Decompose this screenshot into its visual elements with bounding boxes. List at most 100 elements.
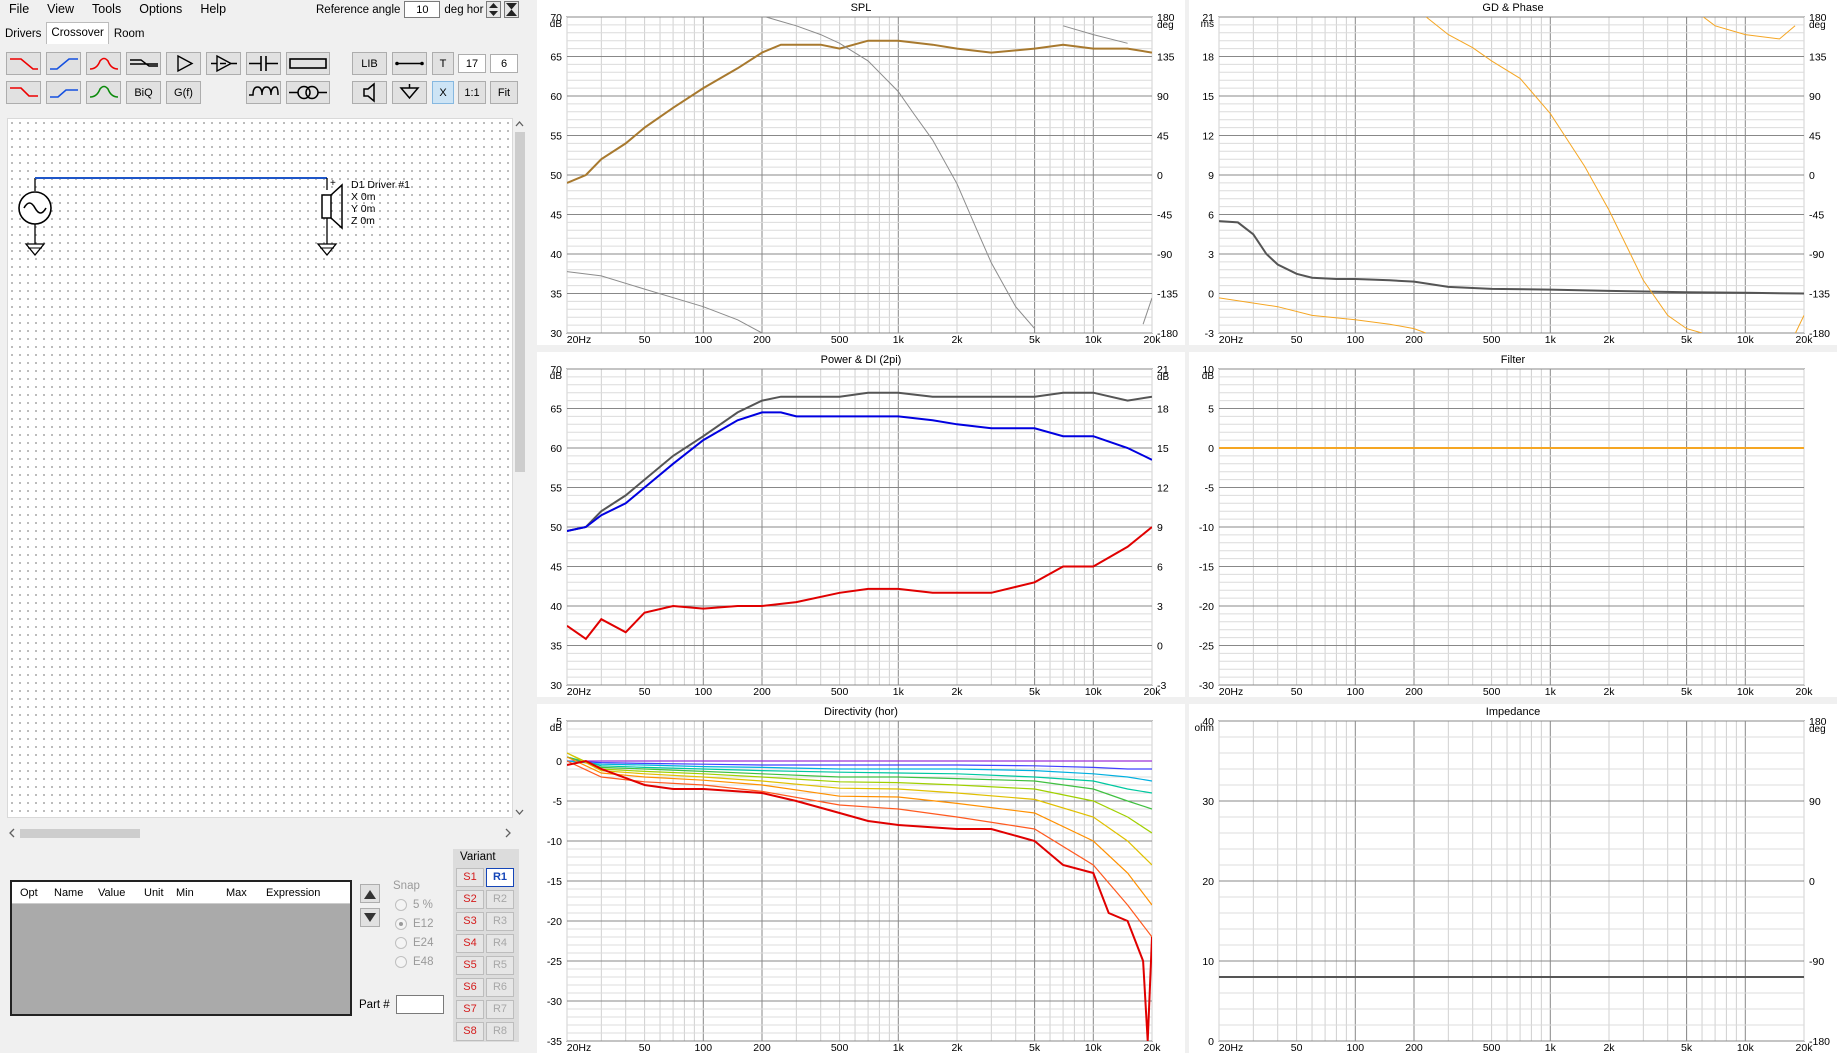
amplifier-button[interactable]: [166, 52, 201, 75]
schematic-drawing: [18, 177, 343, 257]
variant-s1-button[interactable]: S1: [456, 867, 484, 887]
reference-angle-input[interactable]: [404, 1, 441, 18]
angle-spinner-button[interactable]: [486, 1, 502, 18]
variant-r4-button[interactable]: R4: [486, 933, 514, 953]
shelf-button[interactable]: [126, 52, 161, 75]
variant-s6-button[interactable]: S6: [456, 977, 484, 997]
snap-option-e24[interactable]: E24: [393, 937, 433, 949]
value-field-1[interactable]: 17: [458, 54, 486, 73]
tab-room[interactable]: Room: [113, 28, 145, 40]
snap-option-e12[interactable]: E12: [393, 918, 433, 930]
variant-r1-button[interactable]: R1: [486, 867, 514, 887]
variant-s2-button[interactable]: S2: [456, 889, 484, 909]
driver-button[interactable]: [352, 81, 387, 104]
zoom-1-1-button[interactable]: 1:1: [458, 81, 486, 104]
highpass-2-button[interactable]: [46, 81, 81, 104]
menu-options[interactable]: Options: [139, 2, 183, 16]
power-plot: 20Hz 50 100 200 500 1k 2k 5k 10k 20k7065605550454…: [550, 354, 1170, 697]
wire-button[interactable]: [392, 52, 427, 75]
graph-directivity[interactable]: 20Hz 50 100 200 500 1k 2k 5k 10k 20k 5 0 -5 -10 -15 -20…: [537, 704, 1185, 1053]
schematic-vertical-scrollbar[interactable]: [513, 118, 526, 818]
variant-s7-button[interactable]: S7: [456, 999, 484, 1019]
value-field-2[interactable]: 6: [490, 54, 518, 73]
graph-title: Filter: [1501, 354, 1526, 366]
graph-power-di[interactable]: 20Hz 50 100 200 500 1k 2k 5k 10k 20k 70 65 60 55 50 45 4…: [537, 352, 1185, 697]
driver-annotation[interactable]: D1 Driver #1 X 0m Y 0m Z 0m: [351, 179, 410, 227]
variant-r2-button[interactable]: R2: [486, 889, 514, 909]
spl-series-1: [567, 17, 1152, 333]
snap-option-5pct[interactable]: 5 %: [393, 899, 433, 911]
x-tick-label: 1k: [1545, 686, 1557, 697]
graph-impedance[interactable]: 20Hz 50 100 200 500 1k 2k 5k 10k 20k 40 30 20 10 0 180 9…: [1189, 704, 1837, 1053]
library-button[interactable]: LIB: [352, 52, 387, 75]
gain-function-button[interactable]: G(f): [166, 81, 201, 104]
highpass-blue-icon: [50, 58, 78, 70]
x-tick-label: 1k: [1545, 334, 1557, 345]
schematic-canvas[interactable]: + D1 Driver #1 X 0m Y 0m Z 0m: [7, 118, 513, 818]
variant-r7-button[interactable]: R7: [486, 999, 514, 1019]
text-button[interactable]: T: [432, 52, 454, 75]
transformer-button[interactable]: [286, 81, 330, 104]
x-tick-label: 200: [753, 334, 771, 345]
lowpass-1-button[interactable]: [6, 52, 41, 75]
move-down-button[interactable]: [360, 908, 380, 927]
y2-tick-label: 45: [1157, 131, 1169, 143]
variant-s8-button[interactable]: S8: [456, 1021, 484, 1041]
schematic-horizontal-scrollbar[interactable]: [7, 826, 513, 840]
y-unit-label: dB: [550, 371, 563, 382]
zoom-fit-button[interactable]: Fit: [490, 81, 518, 104]
ground-button[interactable]: [392, 81, 427, 104]
col-min: Min: [176, 886, 194, 899]
dir-series-2: [567, 760, 1152, 782]
biquad-button[interactable]: BiQ: [126, 81, 161, 104]
horizontal-scroll-thumb[interactable]: [20, 829, 140, 838]
y2-tick-label: -180: [1157, 328, 1178, 340]
menu-help[interactable]: Help: [200, 2, 227, 16]
y-tick-label: 45: [550, 562, 562, 574]
inductor-button[interactable]: [246, 81, 281, 104]
x-tick-label: 1k: [893, 1042, 905, 1053]
y-tick-label: 35: [550, 289, 562, 301]
move-up-button[interactable]: [360, 884, 380, 903]
x-tick-label: 10k: [1737, 686, 1755, 697]
tab-drivers[interactable]: Drivers: [5, 28, 42, 40]
variant-s4-button[interactable]: S4: [456, 933, 484, 953]
graph-gd-phase[interactable]: 20Hz 50 100 200 500 1k 2k 5k 10k 20k 21 18 15 12 9 6 3 0 -…: [1189, 0, 1837, 345]
x-tick-label: 20Hz: [567, 334, 592, 345]
variant-r6-button[interactable]: R6: [486, 977, 514, 997]
optimizer-table[interactable]: Opt Name Value Unit Min Max Expression: [10, 880, 352, 1016]
y-tick-label: 60: [550, 443, 562, 455]
notch-button[interactable]: [86, 81, 121, 104]
y2-tick-label: 15: [1157, 443, 1169, 455]
angle-step-button[interactable]: [504, 1, 520, 18]
variant-r3-button[interactable]: R3: [486, 911, 514, 931]
part-number-input[interactable]: [395, 995, 444, 1014]
tab-crossover[interactable]: Crossover: [46, 22, 109, 44]
graph-spl[interactable]: 20Hz 50 100 200 500 1k 2k 5k 10k 20k 70 65 60 55 50 45 4…: [537, 0, 1185, 345]
lowpass-2-button[interactable]: [6, 81, 41, 104]
vertical-scroll-thumb[interactable]: [515, 132, 525, 472]
menu-tools[interactable]: Tools: [92, 2, 122, 16]
delete-button[interactable]: X: [432, 81, 454, 104]
capacitor-button[interactable]: [246, 52, 281, 75]
variant-s3-button[interactable]: S3: [456, 911, 484, 931]
variant-r8-button[interactable]: R8: [486, 1021, 514, 1041]
y-tick-label: -15: [1199, 562, 1214, 574]
variant-grid: S1 R1 S2 R2 S3 R3 S4 R4 S5 R5 S6 R6 S7 R7 S8 R8: [453, 866, 519, 1042]
buffer-button[interactable]: [206, 52, 241, 75]
highpass-1-button[interactable]: [46, 52, 81, 75]
snap-option-e48[interactable]: E48: [393, 956, 433, 968]
variant-s5-button[interactable]: S5: [456, 955, 484, 975]
resistor-button[interactable]: [286, 52, 330, 75]
variant-row: S2 R2: [454, 888, 519, 910]
menu-view[interactable]: View: [47, 2, 75, 16]
graph-filter[interactable]: 20Hz 50 100 200 500 1k 2k 5k 10k 20k 10 5 0 -5 -10 -15-…: [1189, 352, 1837, 697]
variant-r5-button[interactable]: R5: [486, 955, 514, 975]
y-tick-label: 40: [1202, 716, 1214, 728]
snap-option-label: 5 %: [413, 899, 433, 911]
variant-row: S3 R3: [454, 910, 519, 932]
bandpass-button[interactable]: [86, 52, 121, 75]
x-tick-label: 1k: [893, 334, 905, 345]
menu-file[interactable]: File: [9, 2, 30, 16]
lowpass-step-icon: [10, 87, 38, 97]
